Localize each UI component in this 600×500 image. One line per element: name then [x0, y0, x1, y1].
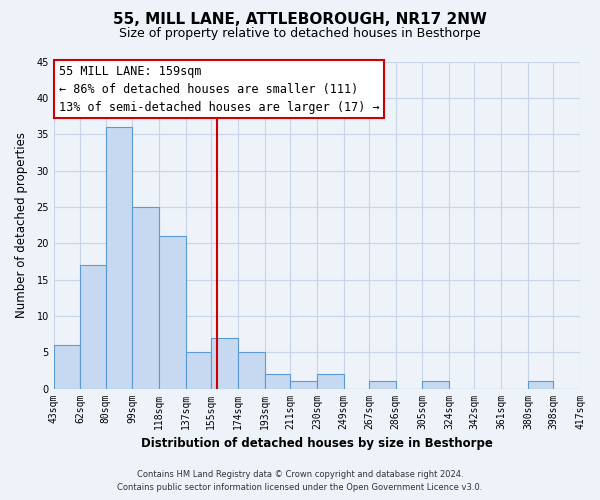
Bar	[133, 207, 159, 388]
Bar	[80, 265, 106, 388]
Y-axis label: Number of detached properties: Number of detached properties	[15, 132, 28, 318]
Bar	[238, 352, 265, 389]
Bar	[211, 338, 238, 388]
Bar	[186, 352, 211, 389]
Bar	[422, 382, 449, 388]
Bar	[528, 382, 553, 388]
Bar	[159, 236, 186, 388]
Text: 55 MILL LANE: 159sqm
← 86% of detached houses are smaller (111)
13% of semi-deta: 55 MILL LANE: 159sqm ← 86% of detached h…	[59, 65, 380, 114]
Bar	[290, 382, 317, 388]
Bar	[53, 345, 80, 389]
X-axis label: Distribution of detached houses by size in Besthorpe: Distribution of detached houses by size …	[141, 437, 493, 450]
Bar	[369, 382, 395, 388]
Text: Size of property relative to detached houses in Besthorpe: Size of property relative to detached ho…	[119, 28, 481, 40]
Bar	[106, 127, 133, 388]
Text: 55, MILL LANE, ATTLEBOROUGH, NR17 2NW: 55, MILL LANE, ATTLEBOROUGH, NR17 2NW	[113, 12, 487, 28]
Text: Contains HM Land Registry data © Crown copyright and database right 2024.
Contai: Contains HM Land Registry data © Crown c…	[118, 470, 482, 492]
Bar	[265, 374, 290, 388]
Bar	[317, 374, 344, 388]
